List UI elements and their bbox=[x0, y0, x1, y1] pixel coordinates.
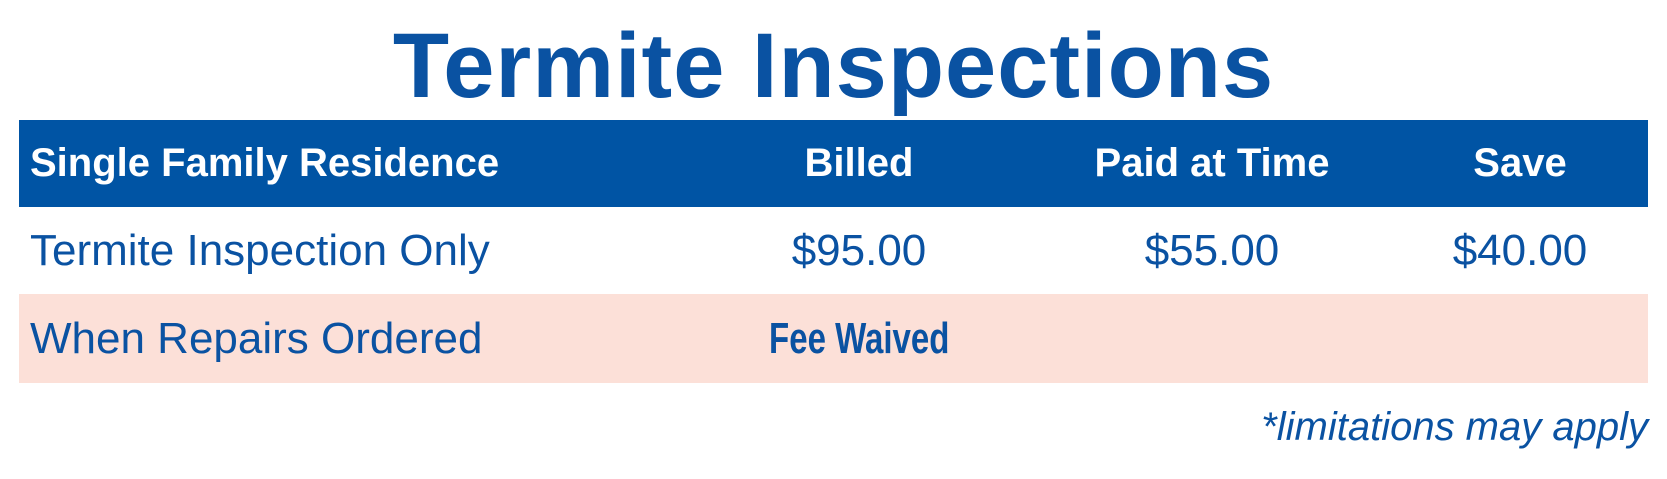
header-service: Single Family Residence bbox=[30, 141, 500, 185]
header-save: Save bbox=[1473, 141, 1567, 185]
paid-price bbox=[1112, 294, 1312, 383]
paid-price: $55.00 bbox=[1144, 225, 1280, 275]
save-amount bbox=[1420, 294, 1620, 383]
billed-price: $95.00 bbox=[791, 225, 927, 275]
table-row: Termite Inspection Only $95.00 $55.00 $4… bbox=[19, 207, 1648, 294]
header-paid: Paid at Time bbox=[1094, 141, 1330, 185]
billed-price: Fee Waived bbox=[759, 294, 959, 383]
service-name: Termite Inspection Only bbox=[30, 225, 490, 275]
header-billed: Billed bbox=[804, 141, 914, 185]
page-title: Termite Inspections bbox=[392, 15, 1275, 117]
save-amount: $40.00 bbox=[1452, 225, 1588, 275]
table-header: Single Family Residence Billed Paid at T… bbox=[19, 120, 1648, 207]
footnote: *limitations may apply bbox=[1261, 405, 1648, 449]
table-row: When Repairs Ordered Fee Waived bbox=[19, 294, 1648, 383]
service-name: When Repairs Ordered bbox=[30, 313, 483, 363]
fee-waived-label: Fee Waived bbox=[768, 313, 950, 363]
